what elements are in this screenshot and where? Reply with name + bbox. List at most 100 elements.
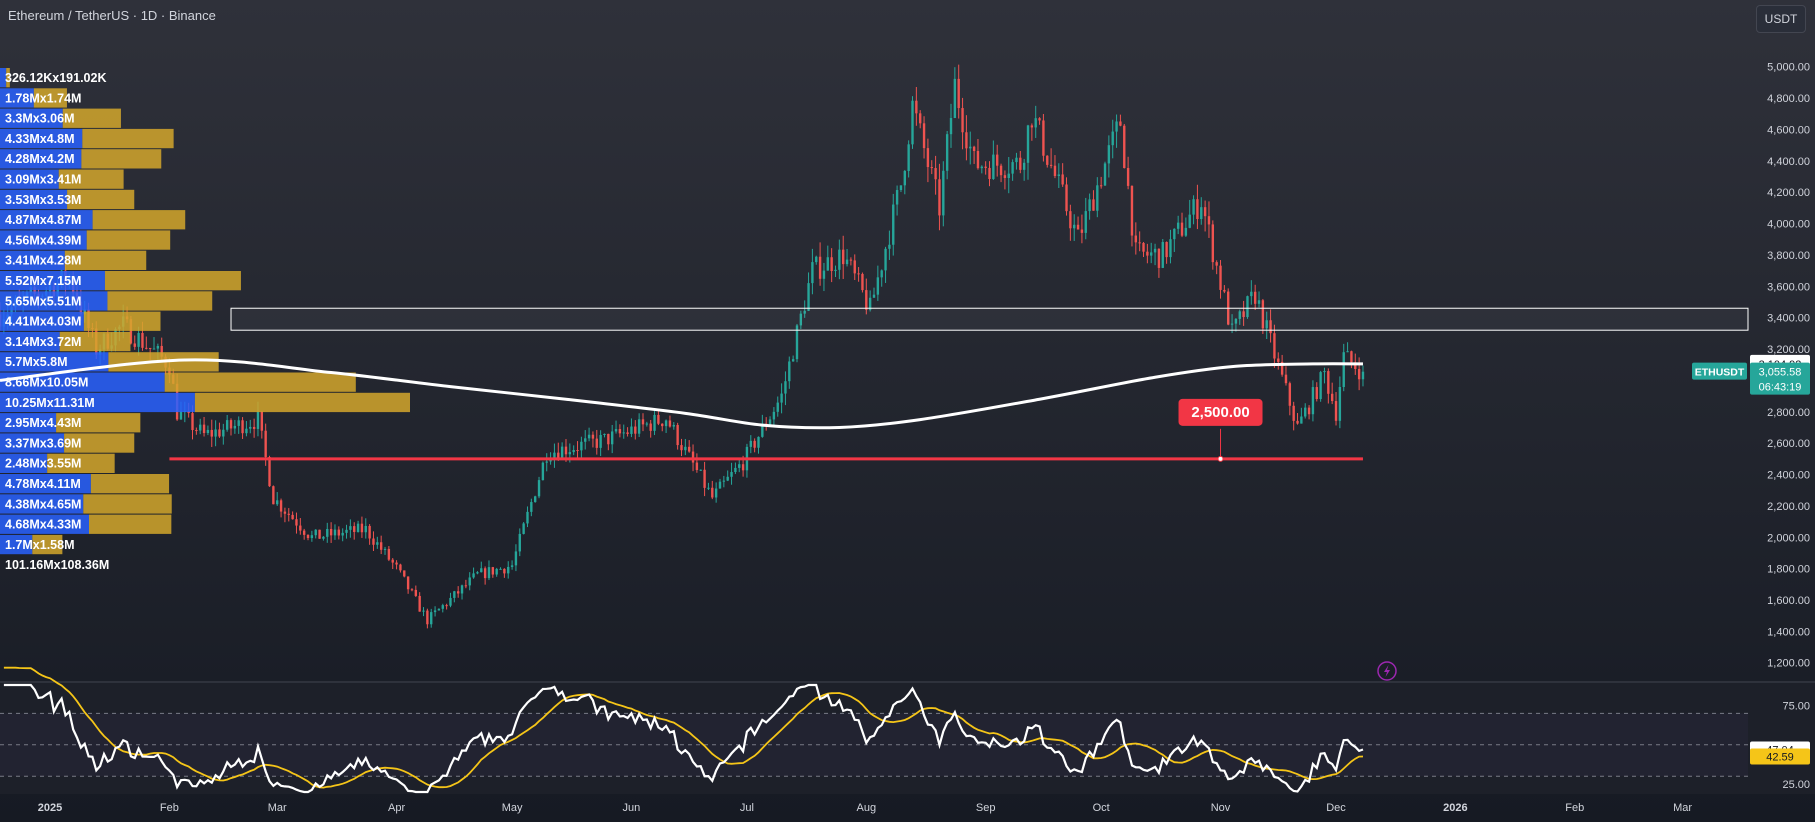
candle: [757, 436, 760, 448]
rsi-pane[interactable]: [0, 666, 1815, 794]
candle: [1084, 211, 1087, 233]
lightning-icon[interactable]: [1377, 661, 1397, 681]
vp-row-label: 4.38Mx4.65M: [5, 497, 81, 511]
candle: [306, 534, 310, 539]
candle: [507, 566, 510, 574]
candle: [976, 151, 980, 169]
candle: [199, 424, 202, 431]
candle: [1242, 311, 1245, 318]
candle: [1323, 371, 1326, 373]
candle: [1284, 374, 1288, 384]
candle: [1304, 407, 1307, 417]
candle: [549, 459, 552, 462]
price-tick-label: 4,000.00: [1767, 219, 1810, 231]
resistance-zone[interactable]: [230, 307, 1749, 331]
candle: [445, 605, 448, 607]
candle: [587, 434, 591, 439]
overlays: 3,104.92ETHUSDT3,055.5806:43:1947.0442.5…: [1692, 354, 1810, 765]
candle: [503, 568, 506, 574]
candle: [560, 446, 564, 459]
candle: [703, 469, 706, 488]
vp-row-label: 1.7Mx1.58M: [5, 538, 74, 552]
candle: [1296, 420, 1299, 424]
main-pane[interactable]: 326.12Kx191.02K 1.78Mx1.74M 3.3Mx3.06M 4.33…: [0, 64, 1749, 629]
candle: [537, 480, 541, 497]
candle: [753, 440, 756, 448]
candle: [1057, 174, 1061, 176]
candle: [383, 548, 387, 550]
vp-buy-bar: [0, 494, 84, 514]
candle: [291, 514, 294, 520]
candle: [399, 564, 402, 571]
candle: [491, 567, 495, 575]
candle: [1134, 235, 1138, 243]
candle: [1215, 262, 1218, 266]
vp-sell-bar: [56, 413, 141, 433]
candle: [341, 532, 344, 536]
candle: [595, 438, 598, 448]
candle: [957, 78, 960, 109]
candle: [1238, 311, 1241, 319]
candle: [1042, 120, 1045, 156]
candle: [287, 513, 290, 515]
candle: [191, 413, 194, 431]
candle: [349, 526, 352, 530]
rsi-line: [3, 683, 1364, 794]
candle: [299, 525, 302, 531]
currency-button[interactable]: USDT: [1756, 5, 1806, 33]
candle: [580, 441, 583, 451]
candle: [834, 269, 837, 272]
chart-title: Ethereum / TetherUS · 1D · Binance: [8, 8, 216, 23]
vp-buy-bar: [0, 250, 65, 270]
candle: [148, 347, 152, 349]
vp-sell-bar: [59, 331, 131, 352]
vp-buy-bar: [0, 68, 7, 88]
candle: [276, 500, 279, 505]
rsi-tick-label: 25.00: [1782, 779, 1810, 791]
candle: [907, 144, 910, 171]
vp-row-label: 4.68Mx4.33M: [5, 518, 81, 532]
vp-sell-bar: [83, 311, 161, 331]
candle: [645, 423, 649, 425]
candle: [237, 420, 240, 426]
vp-buy-bar: [0, 392, 195, 413]
candle: [634, 426, 637, 434]
vp-buy-bar: [0, 149, 82, 169]
vp-buy-bar: [0, 453, 48, 473]
candle: [1203, 207, 1207, 217]
candle: [1200, 207, 1203, 220]
candle: [572, 450, 575, 453]
candle: [1342, 352, 1345, 388]
candle: [1030, 125, 1034, 128]
candle: [945, 134, 949, 171]
vp-row-label: 1.78Mx1.74M: [5, 91, 81, 105]
candle: [272, 486, 275, 505]
candle: [626, 432, 629, 434]
vp-buy-bar: [0, 534, 33, 555]
candle: [1357, 368, 1361, 380]
candle: [430, 612, 433, 625]
candle: [1180, 222, 1184, 236]
candle: [892, 204, 895, 245]
candle: [160, 345, 163, 357]
candle: [849, 259, 853, 261]
vp-buy-bar: [0, 210, 93, 230]
candle: [564, 446, 568, 455]
candle: [776, 402, 779, 412]
vp-row-label: 10.25Mx11.31M: [5, 396, 95, 410]
vp-sell-bar: [67, 189, 135, 210]
candle: [195, 430, 198, 432]
time-tick-label: 2026: [1443, 802, 1467, 814]
candle: [206, 429, 210, 434]
candle: [322, 536, 325, 539]
symbol-badge[interactable]: [1692, 362, 1747, 380]
candle: [934, 168, 937, 180]
candle: [487, 567, 491, 579]
candle: [637, 419, 641, 434]
candle: [283, 511, 287, 514]
candle: [738, 464, 741, 468]
candle: [1250, 291, 1253, 297]
candle: [460, 585, 464, 594]
candle: [1346, 351, 1349, 353]
